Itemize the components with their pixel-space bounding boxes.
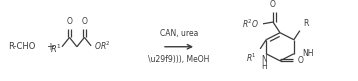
Text: N: N (261, 55, 267, 64)
Text: NH: NH (302, 49, 313, 58)
Text: $R^{2}O$: $R^{2}O$ (242, 18, 259, 30)
Text: \u29f9))), MeOH: \u29f9))), MeOH (148, 55, 210, 64)
Text: $OR^{2}$: $OR^{2}$ (94, 40, 111, 52)
Text: O: O (298, 56, 304, 65)
Text: $R^{1}$: $R^{1}$ (50, 42, 62, 55)
Text: $R^{1}$: $R^{1}$ (246, 52, 257, 64)
Text: R-CHO: R-CHO (8, 42, 35, 51)
Text: O: O (81, 17, 87, 26)
Text: H: H (261, 62, 267, 71)
Text: +: + (46, 42, 54, 52)
Text: CAN, urea: CAN, urea (160, 29, 198, 38)
Text: O: O (270, 0, 276, 9)
Text: R: R (303, 19, 308, 28)
Text: O: O (67, 17, 72, 26)
